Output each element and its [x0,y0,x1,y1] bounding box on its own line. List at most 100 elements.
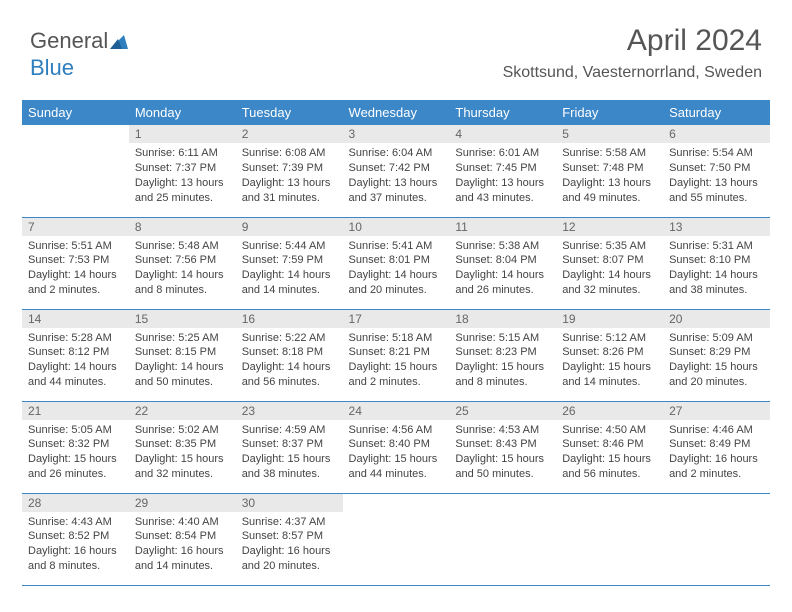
calendar-row: 28Sunrise: 4:43 AMSunset: 8:52 PMDayligh… [22,493,770,585]
header: April 2024 Skottsund, Vaesternorrland, S… [503,24,762,82]
sunset-text: Sunset: 7:37 PM [135,161,230,176]
calendar-cell: 19Sunrise: 5:12 AMSunset: 8:26 PMDayligh… [556,309,663,401]
day-number: 11 [449,218,556,236]
calendar-row: 21Sunrise: 5:05 AMSunset: 8:32 PMDayligh… [22,401,770,493]
daylight-text: Daylight: 13 hours and 31 minutes. [242,176,337,206]
day-details: Sunrise: 5:58 AMSunset: 7:48 PMDaylight:… [556,143,663,209]
daylight-text: Daylight: 14 hours and 32 minutes. [562,268,657,298]
calendar-cell: 6Sunrise: 5:54 AMSunset: 7:50 PMDaylight… [663,125,770,217]
daylight-text: Daylight: 15 hours and 2 minutes. [349,360,444,390]
day-details: Sunrise: 5:22 AMSunset: 8:18 PMDaylight:… [236,328,343,394]
day-number: 25 [449,402,556,420]
daylight-text: Daylight: 16 hours and 2 minutes. [669,452,764,482]
day-details: Sunrise: 5:02 AMSunset: 8:35 PMDaylight:… [129,420,236,486]
day-details: Sunrise: 5:54 AMSunset: 7:50 PMDaylight:… [663,143,770,209]
sunrise-text: Sunrise: 5:09 AM [669,331,764,346]
calendar-cell: 23Sunrise: 4:59 AMSunset: 8:37 PMDayligh… [236,401,343,493]
daylight-text: Daylight: 16 hours and 8 minutes. [28,544,123,574]
sunset-text: Sunset: 7:42 PM [349,161,444,176]
calendar-cell: 30Sunrise: 4:37 AMSunset: 8:57 PMDayligh… [236,493,343,585]
sunrise-text: Sunrise: 6:01 AM [455,146,550,161]
logo-icon [110,29,128,55]
calendar-cell: 28Sunrise: 4:43 AMSunset: 8:52 PMDayligh… [22,493,129,585]
daylight-text: Daylight: 14 hours and 56 minutes. [242,360,337,390]
daylight-text: Daylight: 13 hours and 55 minutes. [669,176,764,206]
calendar-cell: 29Sunrise: 4:40 AMSunset: 8:54 PMDayligh… [129,493,236,585]
day-details: Sunrise: 5:35 AMSunset: 8:07 PMDaylight:… [556,236,663,302]
sunrise-text: Sunrise: 5:15 AM [455,331,550,346]
day-details: Sunrise: 4:53 AMSunset: 8:43 PMDaylight:… [449,420,556,486]
calendar-cell [556,493,663,585]
daylight-text: Daylight: 13 hours and 25 minutes. [135,176,230,206]
day-details: Sunrise: 5:12 AMSunset: 8:26 PMDaylight:… [556,328,663,394]
day-number: 16 [236,310,343,328]
sunset-text: Sunset: 8:07 PM [562,253,657,268]
sunset-text: Sunset: 8:43 PM [455,437,550,452]
sunrise-text: Sunrise: 5:31 AM [669,239,764,254]
page-title: April 2024 [503,24,762,58]
daylight-text: Daylight: 15 hours and 20 minutes. [669,360,764,390]
calendar-row: 14Sunrise: 5:28 AMSunset: 8:12 PMDayligh… [22,309,770,401]
day-header: Thursday [449,100,556,125]
calendar-cell: 25Sunrise: 4:53 AMSunset: 8:43 PMDayligh… [449,401,556,493]
calendar-cell [449,493,556,585]
day-details: Sunrise: 5:44 AMSunset: 7:59 PMDaylight:… [236,236,343,302]
sunrise-text: Sunrise: 4:53 AM [455,423,550,438]
day-header-row: Sunday Monday Tuesday Wednesday Thursday… [22,100,770,125]
calendar-cell: 7Sunrise: 5:51 AMSunset: 7:53 PMDaylight… [22,217,129,309]
day-details: Sunrise: 5:28 AMSunset: 8:12 PMDaylight:… [22,328,129,394]
day-header: Sunday [22,100,129,125]
day-number: 21 [22,402,129,420]
day-number: 17 [343,310,450,328]
day-number: 10 [343,218,450,236]
calendar-cell: 3Sunrise: 6:04 AMSunset: 7:42 PMDaylight… [343,125,450,217]
daylight-text: Daylight: 15 hours and 38 minutes. [242,452,337,482]
sunset-text: Sunset: 7:45 PM [455,161,550,176]
calendar-cell: 13Sunrise: 5:31 AMSunset: 8:10 PMDayligh… [663,217,770,309]
calendar-cell [663,493,770,585]
sunset-text: Sunset: 8:49 PM [669,437,764,452]
daylight-text: Daylight: 14 hours and 20 minutes. [349,268,444,298]
sunrise-text: Sunrise: 5:12 AM [562,331,657,346]
sunrise-text: Sunrise: 5:35 AM [562,239,657,254]
daylight-text: Daylight: 15 hours and 26 minutes. [28,452,123,482]
calendar-cell: 15Sunrise: 5:25 AMSunset: 8:15 PMDayligh… [129,309,236,401]
day-number: 24 [343,402,450,420]
daylight-text: Daylight: 14 hours and 44 minutes. [28,360,123,390]
calendar-cell: 5Sunrise: 5:58 AMSunset: 7:48 PMDaylight… [556,125,663,217]
day-number: 29 [129,494,236,512]
sunset-text: Sunset: 8:52 PM [28,529,123,544]
calendar-cell: 4Sunrise: 6:01 AMSunset: 7:45 PMDaylight… [449,125,556,217]
daylight-text: Daylight: 14 hours and 38 minutes. [669,268,764,298]
calendar-cell [22,125,129,217]
day-details: Sunrise: 4:50 AMSunset: 8:46 PMDaylight:… [556,420,663,486]
day-details: Sunrise: 5:05 AMSunset: 8:32 PMDaylight:… [22,420,129,486]
logo-text-1: General [30,28,108,53]
sunset-text: Sunset: 7:53 PM [28,253,123,268]
daylight-text: Daylight: 16 hours and 20 minutes. [242,544,337,574]
day-number: 28 [22,494,129,512]
sunset-text: Sunset: 8:26 PM [562,345,657,360]
sunset-text: Sunset: 8:57 PM [242,529,337,544]
daylight-text: Daylight: 13 hours and 43 minutes. [455,176,550,206]
sunrise-text: Sunrise: 5:05 AM [28,423,123,438]
calendar-cell: 16Sunrise: 5:22 AMSunset: 8:18 PMDayligh… [236,309,343,401]
day-details: Sunrise: 5:31 AMSunset: 8:10 PMDaylight:… [663,236,770,302]
day-number: 23 [236,402,343,420]
day-header: Friday [556,100,663,125]
sunset-text: Sunset: 8:15 PM [135,345,230,360]
day-number: 6 [663,125,770,143]
calendar-cell: 26Sunrise: 4:50 AMSunset: 8:46 PMDayligh… [556,401,663,493]
daylight-text: Daylight: 15 hours and 44 minutes. [349,452,444,482]
day-details: Sunrise: 6:04 AMSunset: 7:42 PMDaylight:… [343,143,450,209]
day-number: 19 [556,310,663,328]
day-details: Sunrise: 5:09 AMSunset: 8:29 PMDaylight:… [663,328,770,394]
calendar-cell: 11Sunrise: 5:38 AMSunset: 8:04 PMDayligh… [449,217,556,309]
sunrise-text: Sunrise: 6:11 AM [135,146,230,161]
sunrise-text: Sunrise: 5:58 AM [562,146,657,161]
sunrise-text: Sunrise: 5:48 AM [135,239,230,254]
daylight-text: Daylight: 14 hours and 26 minutes. [455,268,550,298]
day-number: 26 [556,402,663,420]
calendar-cell: 1Sunrise: 6:11 AMSunset: 7:37 PMDaylight… [129,125,236,217]
day-details: Sunrise: 6:11 AMSunset: 7:37 PMDaylight:… [129,143,236,209]
